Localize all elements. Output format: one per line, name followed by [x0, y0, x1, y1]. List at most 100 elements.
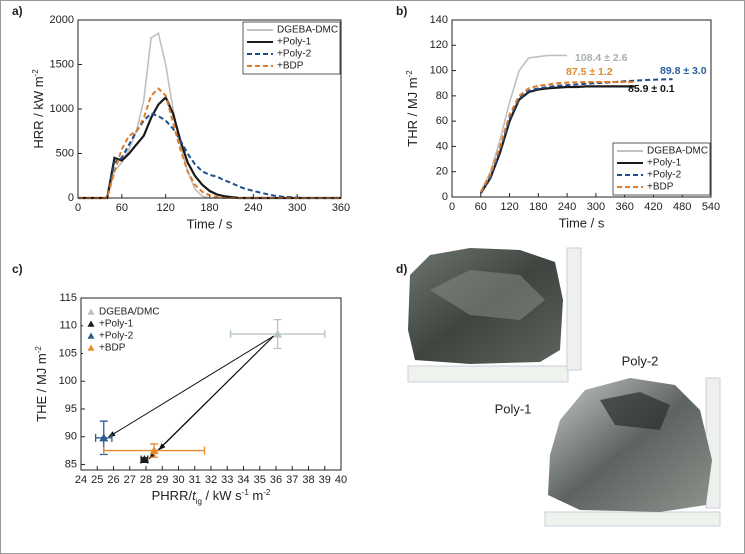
x-tick-label: 420	[644, 201, 662, 213]
y-tick-label: 500	[56, 147, 74, 159]
y-tick-label: 80	[436, 90, 448, 102]
point	[99, 433, 109, 442]
ruler	[566, 247, 582, 371]
axis-label: Time / s	[559, 215, 605, 230]
annotation: 108.4 ± 2.6	[575, 52, 628, 64]
series-line	[479, 78, 673, 194]
x-tick-label: 120	[500, 201, 518, 213]
axis-label-part: -2	[31, 69, 40, 77]
y-tick-label: 95	[65, 403, 77, 415]
axis-label: THR / MJ m-2	[405, 70, 421, 147]
arrow	[108, 335, 274, 438]
legend-label: +Poly-1	[99, 319, 134, 330]
plot-frame	[80, 297, 342, 471]
sample-texture	[600, 392, 670, 430]
axis-label-part: THR / MJ m	[405, 77, 420, 146]
axis-label-part: THE / MJ m	[34, 353, 49, 422]
legend-label: DGEBA-DMC	[647, 146, 708, 157]
x-tick-label: 37	[286, 474, 298, 486]
legend-label: DGEBA-DMC	[277, 25, 338, 36]
point	[149, 446, 159, 455]
axis-label-part: HRR / kW m	[31, 76, 46, 148]
x-tick-label: 34	[237, 474, 249, 486]
axis-label-part: t	[192, 488, 197, 503]
x-tick-label: 180	[200, 202, 218, 214]
y-tick-label: 115	[59, 292, 77, 304]
plot-frame	[451, 19, 712, 198]
arrow	[158, 335, 274, 451]
y-tick-label: 0	[442, 191, 448, 203]
y-tick-label: 2000	[50, 14, 74, 26]
axis-label-part: -1	[242, 488, 250, 497]
photo-label: Poly-2	[622, 353, 659, 368]
x-tick-label: 30	[172, 474, 184, 486]
y-tick-label: 1500	[50, 58, 74, 70]
annotation: 85.9 ± 0.1	[628, 83, 675, 95]
x-tick-label: 180	[529, 201, 547, 213]
y-tick-label: 100	[59, 375, 77, 387]
x-tick-label: 60	[116, 202, 128, 214]
photo-label: Poly-1	[495, 401, 532, 416]
x-tick-label: 31	[189, 474, 201, 486]
x-tick-label: 480	[673, 201, 691, 213]
x-tick-label: 240	[244, 202, 262, 214]
panel-label: a)	[12, 4, 23, 18]
legend-box	[83, 304, 163, 356]
x-tick-label: 26	[107, 474, 119, 486]
legend-label: +Poly-1	[647, 158, 682, 169]
y-tick-label: 40	[436, 140, 448, 152]
sample-texture	[430, 270, 545, 320]
x-tick-label: 540	[702, 201, 720, 213]
y-tick-label: 140	[430, 14, 448, 26]
y-tick-label: 1000	[50, 103, 74, 115]
x-tick-label: 0	[75, 202, 81, 214]
x-tick-label: 38	[302, 474, 314, 486]
plot-area	[94, 318, 326, 464]
ruler	[407, 365, 569, 383]
legend-label: +BDP	[647, 182, 674, 193]
plot-area	[479, 54, 673, 194]
x-tick-label: 24	[75, 474, 87, 486]
x-tick-label: 36	[270, 474, 282, 486]
axis-label-part: PHRR/	[152, 488, 193, 503]
panel-label: c)	[12, 262, 23, 276]
x-tick-label: 32	[205, 474, 217, 486]
legend-label: +Poly-2	[647, 170, 682, 181]
y-tick-label: 20	[436, 166, 448, 178]
axis-label: Time / s	[187, 216, 233, 231]
legend-marker	[87, 320, 95, 327]
legend-marker	[87, 344, 95, 351]
legend-marker	[87, 332, 95, 339]
sample-photo	[548, 378, 712, 512]
panel-label: d)	[396, 262, 407, 276]
x-tick-label: 0	[449, 201, 455, 213]
y-tick-label: 105	[59, 347, 77, 359]
axis-label-part: -2	[263, 488, 271, 497]
y-tick-label: 100	[430, 64, 448, 76]
x-tick-label: 300	[288, 202, 306, 214]
x-tick-label: 33	[221, 474, 233, 486]
y-tick-label: 60	[436, 115, 448, 127]
x-tick-label: 28	[140, 474, 152, 486]
photos: Poly-2 Poly-1	[407, 247, 721, 527]
point	[273, 329, 283, 338]
plot-frame	[77, 19, 342, 199]
axis-label-part: ig	[196, 497, 202, 506]
x-tick-label: 25	[91, 474, 103, 486]
legend-marker	[87, 308, 95, 315]
ruler	[544, 511, 721, 527]
x-tick-label: 35	[254, 474, 266, 486]
axis-label-part: -2	[405, 70, 414, 78]
annotation: 89.8 ± 3.0	[660, 65, 707, 77]
x-tick-label: 60	[475, 201, 487, 213]
legend-label: +BDP	[277, 61, 304, 72]
x-tick-label: 300	[587, 201, 605, 213]
axis-label-part: -2	[34, 346, 43, 354]
x-tick-label: 120	[156, 202, 174, 214]
panel-label: b)	[396, 4, 407, 18]
axis-label: THE / MJ m-2	[34, 346, 50, 422]
x-tick-label: 360	[615, 201, 633, 213]
y-tick-label: 90	[65, 431, 77, 443]
x-tick-label: 40	[335, 474, 347, 486]
